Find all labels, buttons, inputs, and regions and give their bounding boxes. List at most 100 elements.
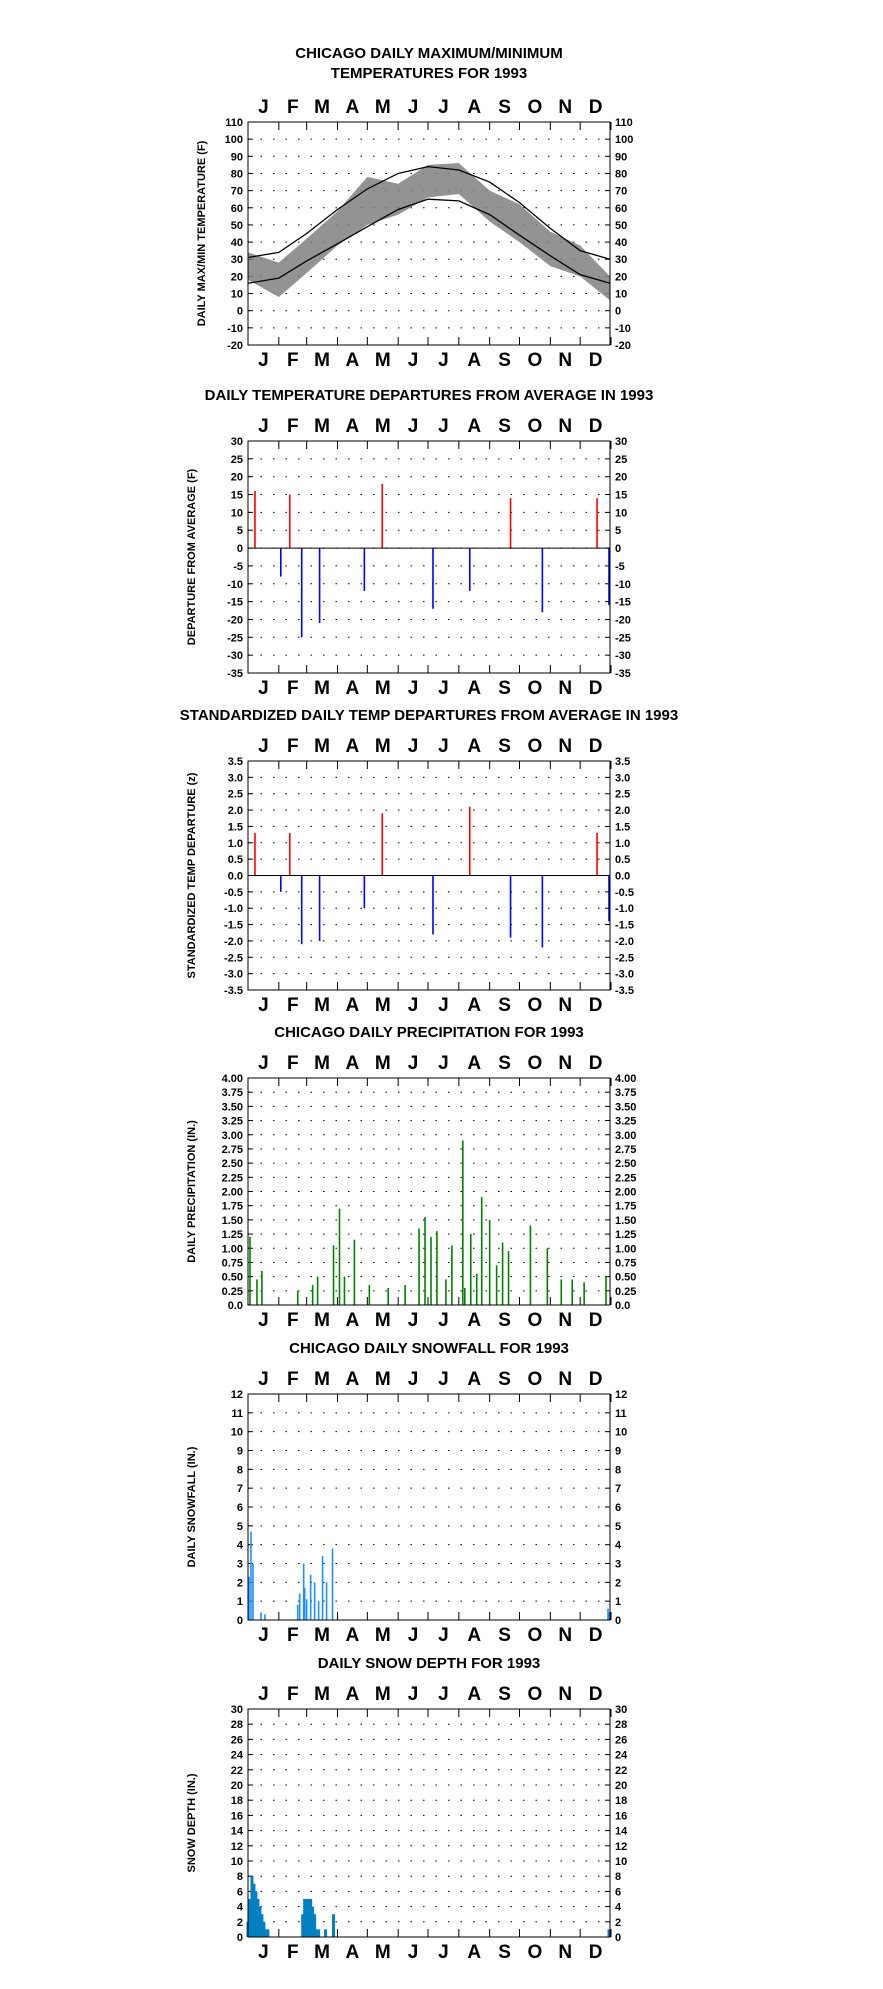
y-tick-label-right: -20 xyxy=(615,614,631,626)
y-tick-label-left: 2.5 xyxy=(228,789,243,801)
y-tick-label-left: 3.25 xyxy=(222,1116,243,1128)
chart-title: CHICAGO DAILY MAXIMUM/MINIMUM xyxy=(295,45,563,62)
y-tick-label-right: 0 xyxy=(615,543,621,555)
data-bar xyxy=(316,1276,319,1305)
data-bar xyxy=(249,1236,251,1305)
y-tick-label-right: 20 xyxy=(615,472,627,484)
data-bar xyxy=(583,1282,585,1305)
y-tick-label-right: -3.5 xyxy=(615,985,634,997)
month-label-top: M xyxy=(314,1369,330,1390)
data-bar xyxy=(332,1914,336,1937)
month-label-top: F xyxy=(287,1369,299,1390)
month-label-top: M xyxy=(314,1053,330,1074)
y-tick-label-right: 1.0 xyxy=(615,838,630,850)
data-bar xyxy=(331,1548,334,1620)
month-label-top: N xyxy=(558,736,572,757)
y-tick-label-left: 3.50 xyxy=(222,1101,243,1113)
y-axis-label: DAILY PRECIPITATION (IN.) xyxy=(186,1120,198,1263)
y-tick-label-left: 30 xyxy=(231,1704,243,1716)
y-tick-label-right: 11 xyxy=(615,1408,627,1420)
plot-frame xyxy=(247,121,611,346)
month-label-top: A xyxy=(467,1053,481,1074)
data-bar xyxy=(256,1899,260,1937)
month-label-bottom: F xyxy=(287,678,299,699)
month-label-bottom: J xyxy=(438,995,449,1016)
y-tick-label-right: 24 xyxy=(615,1750,628,1762)
month-label-bottom: O xyxy=(528,1310,543,1331)
y-tick-label-right: 8 xyxy=(615,1871,621,1883)
data-bar xyxy=(298,1593,301,1620)
month-label-top: A xyxy=(467,1684,481,1705)
month-label-top: J xyxy=(258,1684,269,1705)
y-tick-label-right: 3.25 xyxy=(615,1116,636,1128)
y-tick-label-right: 28 xyxy=(615,1719,627,1731)
y-tick-label-right: 110 xyxy=(615,117,633,129)
month-label-bottom: O xyxy=(528,350,543,371)
y-tick-label-right: 8 xyxy=(615,1464,621,1476)
y-tick-label-right: 2 xyxy=(615,1917,621,1929)
y-tick-label-left: -25 xyxy=(227,632,243,644)
month-label-bottom: F xyxy=(287,1625,299,1646)
y-tick-label-left: -10 xyxy=(227,323,243,335)
y-tick-label-right: 0.25 xyxy=(615,1286,636,1298)
month-label-top: J xyxy=(258,1053,269,1074)
data-bar xyxy=(608,875,610,922)
month-label-bottom: O xyxy=(528,1625,543,1646)
y-tick-label-left: -35 xyxy=(227,668,243,680)
data-bar xyxy=(288,832,291,876)
y-tick-label-right: 10 xyxy=(615,289,627,301)
month-label-bottom: J xyxy=(258,995,269,1016)
y-tick-label-left: 8 xyxy=(237,1871,243,1883)
month-label-bottom: N xyxy=(558,1942,572,1963)
month-label-bottom: J xyxy=(408,1310,419,1331)
y-tick-label-right: 1 xyxy=(615,1596,621,1608)
y-tick-label-left: 1.75 xyxy=(222,1201,243,1213)
month-label-top: D xyxy=(589,1053,603,1074)
y-tick-label-left: 1.00 xyxy=(222,1243,243,1255)
month-label-bottom: D xyxy=(589,678,603,699)
month-label-top: S xyxy=(498,1053,511,1074)
y-tick-label-left: 20 xyxy=(231,271,243,283)
month-label-bottom: M xyxy=(314,678,330,699)
y-tick-label-left: 24 xyxy=(231,1750,244,1762)
data-bar xyxy=(264,1929,268,1937)
y-tick-label-right: -1.0 xyxy=(615,903,634,915)
data-bar xyxy=(436,1231,438,1305)
y-tick-label-left: 0 xyxy=(237,1932,243,1944)
month-label-top: F xyxy=(287,736,299,757)
y-tick-label-right: 10 xyxy=(615,1856,627,1868)
data-bar xyxy=(501,1242,504,1305)
month-label-bottom: F xyxy=(287,995,299,1016)
month-label-bottom: F xyxy=(287,350,299,371)
month-label-bottom: F xyxy=(287,1942,299,1963)
data-bar xyxy=(260,1612,262,1620)
y-tick-label-left: 1.5 xyxy=(228,821,243,833)
month-label-top: O xyxy=(528,1053,543,1074)
y-tick-label-right: 12 xyxy=(615,1389,627,1401)
y-tick-label-right: 0.0 xyxy=(615,871,630,883)
data-bar xyxy=(596,832,598,876)
month-label-top: N xyxy=(558,1369,572,1390)
y-tick-label-right: 40 xyxy=(615,237,627,249)
y-tick-label-left: 9 xyxy=(237,1446,243,1458)
month-label-top: D xyxy=(589,97,603,118)
y-tick-label-left: 4 xyxy=(237,1902,244,1914)
month-label-top: M xyxy=(375,416,391,437)
month-label-top: S xyxy=(498,1684,511,1705)
y-tick-label-left: 25 xyxy=(231,454,243,466)
month-label-bottom: M xyxy=(375,678,391,699)
month-label-bottom: S xyxy=(498,678,511,699)
y-tick-label-right: 3.00 xyxy=(615,1130,636,1142)
y-tick-label-left: -2.0 xyxy=(224,936,243,948)
data-bar xyxy=(432,548,434,609)
y-tick-label-right: 12 xyxy=(615,1841,627,1853)
data-bar xyxy=(317,1601,320,1620)
data-bar xyxy=(509,875,512,938)
data-bar xyxy=(468,548,471,591)
y-tick-label-left: 20 xyxy=(231,1780,243,1792)
month-label-bottom: N xyxy=(558,1310,572,1331)
y-tick-label-right: 0.75 xyxy=(615,1257,636,1269)
y-tick-label-right: 7 xyxy=(615,1483,621,1495)
month-label-top: N xyxy=(558,1053,572,1074)
data-bar xyxy=(318,548,321,624)
